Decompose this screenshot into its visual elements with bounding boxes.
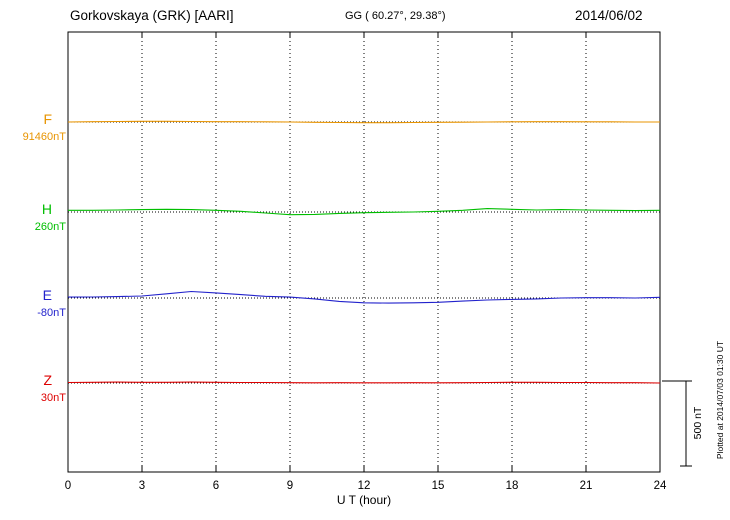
geo-coords-label: GG ( 60.27°, 29.38°)	[345, 10, 446, 22]
trace-z	[67, 381, 661, 384]
series-baseline-f: 91460nT	[23, 131, 67, 143]
plot-frame	[67, 31, 661, 473]
gridlines-group	[67, 32, 661, 472]
x-tick-label-24: 24	[654, 480, 667, 492]
date-label: 2014/06/02	[575, 8, 643, 23]
station-title: Gorkovskaya (GRK) [AARI]	[70, 8, 234, 23]
series-baseline-h: 260nT	[35, 221, 66, 233]
scale-bar-label: 500 nT	[692, 406, 704, 439]
x-tick-label-15: 15	[432, 480, 445, 492]
x-tick-label-6: 6	[213, 480, 219, 492]
plotted-at-note: Plotted at 2014/07/03 01:30 UT	[715, 341, 725, 459]
series-label-h: H	[42, 201, 52, 217]
x-tick-label-3: 3	[139, 480, 145, 492]
trace-h	[68, 208, 661, 216]
series-label-z: Z	[43, 372, 52, 388]
trace-f	[67, 120, 660, 124]
series-label-e: E	[43, 287, 52, 303]
scale-bar	[662, 380, 692, 467]
trace-e	[67, 290, 661, 304]
x-tick-label-9: 9	[287, 480, 293, 492]
series-baseline-e: -80nT	[37, 307, 66, 319]
x-tick-label-12: 12	[358, 480, 371, 492]
x-tick-label-0: 0	[65, 480, 71, 492]
x-tick-label-18: 18	[506, 480, 519, 492]
traces-group	[67, 120, 661, 384]
x-tick-label-21: 21	[580, 480, 593, 492]
x-axis-label: U T (hour)	[337, 493, 391, 507]
series-baseline-z: 30nT	[41, 392, 66, 404]
series-label-f: F	[43, 111, 52, 127]
